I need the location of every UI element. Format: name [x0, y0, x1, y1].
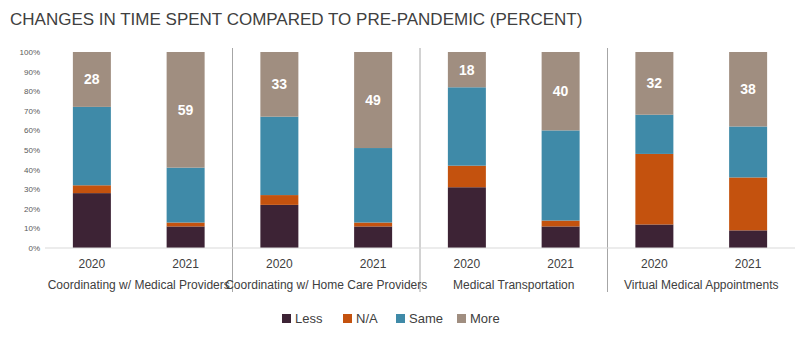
group-label: Virtual Medical Appointments [624, 278, 779, 292]
bar-segment [260, 195, 298, 205]
bar-segment [729, 230, 767, 248]
bar-segment [260, 52, 298, 117]
bar-segment [729, 126, 767, 177]
bar-segment [167, 52, 205, 168]
group-separator [232, 48, 233, 292]
bar-segment [635, 224, 673, 248]
group-label: Coordinating w/ Medical Providers [48, 278, 230, 292]
bar-segment [354, 52, 392, 148]
y-tick-label: 50% [24, 146, 40, 155]
legend-label: More [470, 311, 500, 326]
x-axis-line [45, 248, 795, 249]
legend: Less N/A Same More [282, 311, 500, 326]
legend-swatch [282, 314, 291, 323]
data-label: 40 [553, 83, 569, 99]
chart: CHANGES IN TIME SPENT COMPARED TO PRE-PA… [0, 0, 800, 341]
bar-segment [448, 52, 486, 87]
bar-segment [729, 177, 767, 230]
bar-segment [448, 187, 486, 248]
group-separator [420, 48, 421, 292]
y-tick-label: 30% [24, 185, 40, 194]
bar-segment [260, 205, 298, 248]
bar-segment [635, 115, 673, 154]
data-label: 18 [459, 62, 475, 78]
legend-swatch [343, 314, 352, 323]
bar-segment [167, 223, 205, 227]
title: CHANGES IN TIME SPENT COMPARED TO PRE-PA… [10, 10, 582, 29]
legend-label: Same [409, 311, 443, 326]
bar-segment [542, 221, 580, 227]
bar-segment [542, 226, 580, 248]
bar-segment [542, 52, 580, 130]
group-label: Coordinating w/ Home Care Providers [225, 278, 427, 292]
y-tick-label: 40% [24, 166, 40, 175]
bar-segment [167, 226, 205, 248]
bar-segment [73, 193, 111, 248]
bar-segment [635, 52, 673, 115]
y-tick-label: 100% [20, 48, 40, 57]
data-label: 38 [740, 81, 756, 97]
data-label: 49 [365, 92, 381, 108]
y-tick-label: 80% [24, 87, 40, 96]
bar-segment [542, 130, 580, 220]
bar-segment [729, 52, 767, 126]
legend-swatch [457, 314, 466, 323]
data-label: 32 [647, 75, 663, 91]
legend-label: Less [295, 311, 323, 326]
y-tick-label: 70% [24, 107, 40, 116]
y-tick-label: 20% [24, 205, 40, 214]
x-tick-label: 2020 [266, 257, 293, 271]
bar-segment [635, 154, 673, 225]
bar-segment [260, 117, 298, 195]
bar-segment [167, 168, 205, 223]
bar-segment [354, 223, 392, 227]
y-tick-label: 0% [28, 244, 40, 253]
y-tick-label: 90% [24, 68, 40, 77]
x-tick-label: 2021 [360, 257, 387, 271]
x-tick-label: 2021 [172, 257, 199, 271]
bar-segment [354, 148, 392, 222]
legend-swatch [396, 314, 405, 323]
bar-segment [448, 87, 486, 165]
group-label: Medical Transportation [453, 278, 574, 292]
x-tick-label: 2021 [735, 257, 762, 271]
x-tick-label: 2020 [79, 257, 106, 271]
bar-segment [354, 226, 392, 248]
x-tick-label: 2020 [641, 257, 668, 271]
data-label: 28 [84, 71, 100, 87]
bar-segment [73, 52, 111, 107]
x-tick-label: 2021 [547, 257, 574, 271]
x-tick-label: 2020 [454, 257, 481, 271]
bar-segment [448, 166, 486, 188]
bar-segment [73, 107, 111, 185]
legend-label: N/A [356, 311, 378, 326]
group-separator [607, 48, 608, 292]
y-tick-label: 10% [24, 224, 40, 233]
data-label: 33 [272, 76, 288, 92]
y-tick-label: 60% [24, 126, 40, 135]
bar-segment [73, 185, 111, 193]
data-label: 59 [178, 102, 194, 118]
bars [73, 52, 767, 248]
